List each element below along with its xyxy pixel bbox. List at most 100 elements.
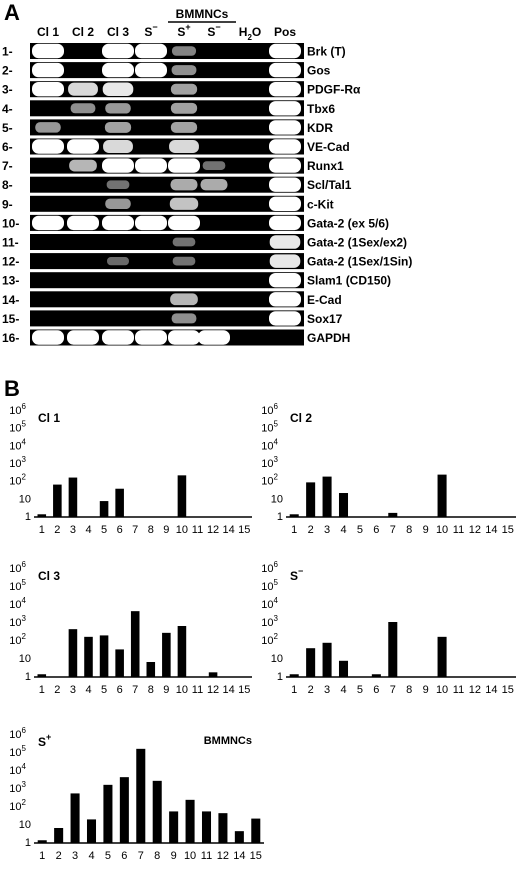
- gel-row: 13- Slam1 (CD150): [2, 272, 391, 289]
- y-tick-label: 10: [271, 653, 283, 665]
- gel-row: 14- E-Cad: [2, 291, 342, 308]
- gel-band: [168, 330, 200, 345]
- x-tick-label: 6: [373, 684, 379, 696]
- gel-row: 9- c-Kit: [2, 195, 334, 212]
- gel-band: [269, 120, 301, 135]
- bar: [437, 474, 447, 517]
- x-tick-label: 11: [453, 684, 464, 696]
- y-tick-label: 1: [25, 511, 31, 523]
- bar: [388, 512, 398, 517]
- gel-gene-label: Slam1 (CD150): [307, 274, 391, 288]
- gel-band: [103, 139, 133, 154]
- x-tick-label: 4: [85, 684, 91, 696]
- gel-band: [269, 101, 301, 116]
- x-tick-label: 2: [308, 684, 314, 696]
- y-tick-label: 10: [19, 493, 31, 505]
- bar: [208, 672, 218, 677]
- x-tick-label: 11: [453, 524, 464, 536]
- gel-band: [200, 179, 228, 191]
- x-tick-label: 7: [132, 684, 138, 696]
- x-tick-label: 15: [502, 524, 514, 536]
- chart-title: S−: [290, 566, 303, 583]
- gel-band: [105, 198, 131, 210]
- y-tick-label: 102: [9, 632, 26, 647]
- bar: [136, 748, 146, 843]
- gel-band: [170, 102, 198, 114]
- x-tick-label: 6: [117, 524, 123, 536]
- bar: [68, 629, 78, 677]
- gel-row-number: 11-: [2, 236, 19, 250]
- gel-row: 6- VE-Cad: [2, 138, 350, 155]
- gel-row: 10- Gata-2 (ex 5/6): [2, 214, 389, 231]
- y-tick-label: 106: [9, 402, 26, 417]
- gel-column-label: Pos: [274, 25, 296, 39]
- y-tick-label: 10: [271, 493, 283, 505]
- x-tick-label: 14: [485, 684, 497, 696]
- x-tick-label: 1: [39, 684, 45, 696]
- bar: [251, 818, 261, 843]
- y-tick-label: 103: [9, 780, 26, 795]
- bar: [37, 674, 47, 677]
- bar: [338, 493, 349, 517]
- gel-row-number: 13-: [2, 274, 19, 288]
- x-tick-label: 1: [39, 850, 45, 862]
- gel-row-number: 14-: [2, 293, 19, 307]
- y-tick-label: 105: [261, 420, 278, 435]
- x-tick-label: 3: [72, 850, 78, 862]
- bar: [169, 811, 179, 843]
- gel-band: [172, 256, 196, 266]
- y-tick-label: 103: [261, 455, 278, 470]
- bar: [54, 827, 64, 843]
- gel-band: [198, 330, 230, 345]
- bmmncs-chart-label: BMMNCs: [204, 735, 252, 747]
- bar: [289, 674, 299, 677]
- gel-band: [68, 82, 98, 96]
- y-tick-label: 106: [261, 402, 278, 417]
- gel-band: [106, 180, 130, 190]
- gel-column-label: Cl 1: [37, 25, 59, 39]
- bar: [185, 799, 195, 843]
- x-tick-label: 10: [176, 684, 188, 696]
- gel-gene-label: VE-Cad: [307, 140, 350, 154]
- x-tick-label: 1: [291, 684, 297, 696]
- x-tick-label: 5: [357, 684, 363, 696]
- y-tick-label: 106: [9, 560, 26, 575]
- gel-band: [32, 82, 64, 97]
- gel-strip: [30, 81, 304, 98]
- gel-gene-label: Brk (T): [307, 45, 346, 59]
- gel-row-number: 5-: [2, 121, 13, 135]
- chart-title: Cl 3: [38, 569, 60, 583]
- gel-gene-label: Sox17: [307, 312, 343, 326]
- x-tick-label: 9: [423, 684, 429, 696]
- gel-gene-label: c-Kit: [307, 197, 334, 211]
- gel-band: [135, 62, 167, 78]
- bar: [99, 635, 109, 677]
- x-tick-label: 7: [390, 684, 396, 696]
- gel-column-label: Cl 2: [72, 25, 94, 39]
- x-tick-label: 9: [171, 850, 177, 862]
- gel-band: [69, 159, 97, 172]
- x-tick-label: 6: [373, 524, 379, 536]
- x-tick-label: 5: [357, 524, 363, 536]
- bar: [306, 482, 316, 517]
- gel-band: [35, 122, 61, 133]
- x-tick-label: 15: [238, 684, 250, 696]
- y-tick-label: 105: [9, 578, 26, 593]
- gel-row: 7- Runx1: [2, 157, 344, 174]
- bar: [437, 636, 447, 677]
- bar: [115, 649, 124, 677]
- gel-gene-label: Tbx6: [307, 102, 335, 116]
- x-tick-label: 7: [390, 524, 396, 536]
- gel-strip: [30, 138, 304, 155]
- bar: [130, 611, 140, 677]
- x-tick-label: 6: [121, 850, 127, 862]
- x-tick-label: 1: [39, 524, 45, 536]
- gel-band: [269, 215, 301, 231]
- gel-band: [269, 292, 301, 307]
- gel-band: [102, 215, 134, 231]
- x-tick-label: 14: [233, 850, 245, 862]
- y-tick-label: 104: [9, 762, 26, 777]
